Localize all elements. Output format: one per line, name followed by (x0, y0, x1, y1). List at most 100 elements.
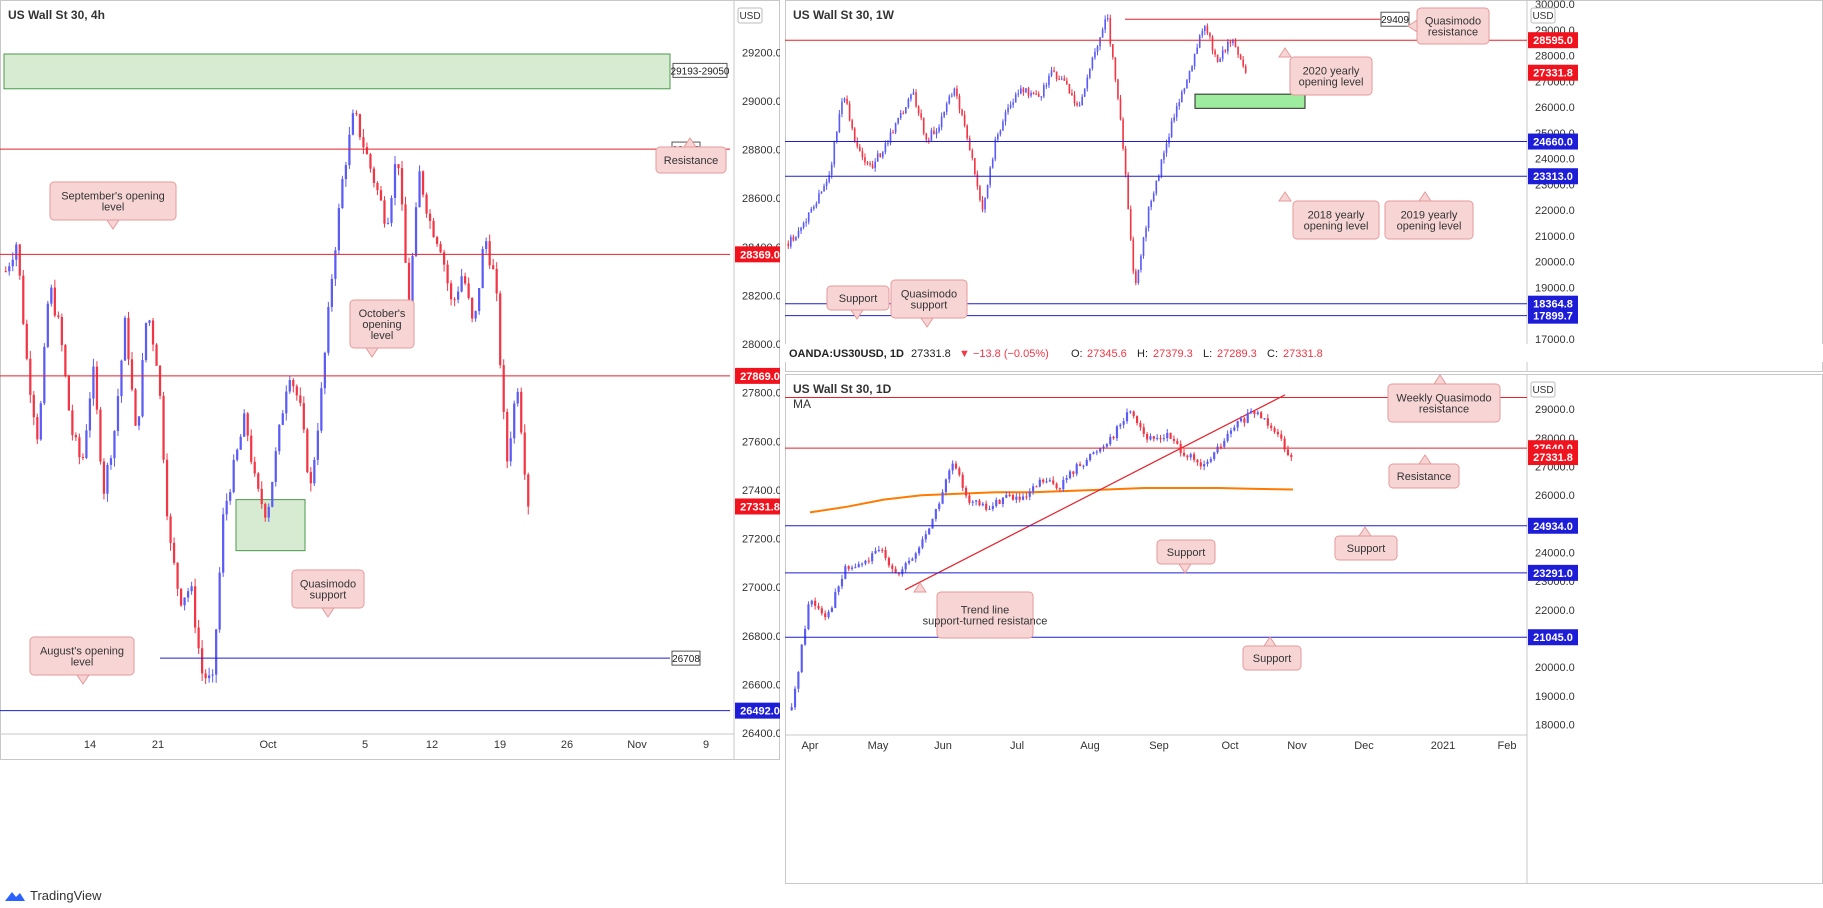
candle-body (1166, 432, 1169, 439)
ma-legend-label: MA (793, 397, 811, 411)
candle-body (1112, 436, 1115, 439)
chart-frame (0, 0, 780, 760)
candle-body (165, 459, 169, 517)
candle-body (18, 244, 21, 276)
candle-body (881, 549, 884, 551)
candle-body (1198, 35, 1201, 48)
candle-body (1178, 102, 1181, 106)
candle-body (892, 132, 894, 134)
ohlc-field: 27345.6 (1087, 348, 1127, 360)
candle-body (887, 143, 889, 145)
y-tick-label: 24000.0 (1535, 154, 1575, 166)
candle-body (1089, 453, 1092, 461)
candle-body (1101, 29, 1104, 38)
candle-body (25, 323, 28, 359)
zone-box (235, 499, 306, 552)
y-tick-label: 22000.0 (1535, 205, 1575, 217)
candle-body (1160, 159, 1163, 177)
candle-body (876, 153, 879, 162)
candle-body (1085, 460, 1088, 466)
callout-label: opening level (1299, 77, 1364, 89)
candle-body (267, 506, 270, 518)
candle-body (1162, 438, 1165, 440)
callout-tail (1278, 191, 1292, 202)
candle-body (915, 92, 917, 107)
candle-body (1135, 271, 1137, 283)
candle-body (1226, 433, 1229, 441)
candle-body (36, 417, 39, 440)
chart-title: US Wall St 30, 4h (8, 8, 105, 22)
candle-body (1219, 58, 1221, 62)
candle-body (204, 673, 207, 679)
price-tag-label: 27331.8 (1533, 452, 1573, 464)
candle-body (889, 132, 892, 144)
candle-body (1263, 418, 1266, 420)
chart-4h-panel[interactable]: 26400.0 26600.0 26800.0 27000.0 27200.0 27400… (0, 0, 780, 760)
candle-body (897, 573, 901, 575)
candle-body (997, 134, 999, 140)
candle-body (800, 644, 803, 672)
candle-body (1137, 269, 1140, 283)
callout-label: opening level (1304, 221, 1369, 233)
candle-body (1234, 39, 1237, 48)
price-tag (1528, 517, 1578, 534)
price-tag (1528, 64, 1578, 81)
candle-body (513, 403, 516, 439)
candle-body (411, 255, 414, 305)
y-tick-label: 27200.0 (742, 534, 780, 546)
zone-box (1194, 93, 1306, 109)
candle-body (243, 413, 246, 437)
candle-body (1149, 436, 1152, 440)
y-tick-label: 28800.0 (742, 145, 780, 157)
candle-body (29, 358, 32, 395)
y-tick-label: 27600.0 (742, 436, 780, 448)
candle-body (85, 430, 88, 458)
y-tick-label: 28000.0 (1535, 51, 1575, 63)
candle-body (8, 266, 11, 272)
candle-body (912, 92, 915, 95)
candle-body (1078, 464, 1082, 466)
candle-body (1007, 107, 1009, 113)
candle-body (1209, 459, 1212, 462)
chart-1d-panel[interactable]: 18000.019000.020000.021000.022000.023000… (785, 374, 1823, 884)
candle-body (397, 164, 400, 169)
chart-1w-panel[interactable]: 17000.018000.019000.020000.021000.022000… (785, 0, 1823, 372)
candle-body (306, 429, 309, 473)
candle-body (158, 365, 162, 396)
candle-body (830, 164, 833, 176)
candle-body (116, 396, 120, 431)
y-tick-label: 30000.0 (1535, 0, 1575, 11)
candle-body (32, 394, 35, 418)
candle-body (57, 315, 60, 317)
annotation-callout: Support (1334, 526, 1398, 561)
tradingview-brand[interactable]: TradingView (4, 888, 102, 903)
candle-body (800, 227, 802, 231)
candle-body (162, 395, 165, 460)
callout-label: Quasimodo (1425, 16, 1481, 28)
y-tick-label: 21000.0 (1535, 231, 1575, 243)
chart-4h[interactable]: 26400.0 26600.0 26800.0 27000.0 27200.0 27400… (0, 0, 780, 760)
y-tick-label: 28000.0 (742, 339, 780, 351)
candle-body (864, 157, 866, 163)
callout-label: Support (839, 293, 878, 305)
callout-label: support (310, 590, 347, 602)
callout-box (1388, 463, 1460, 489)
candle-body (1028, 491, 1031, 497)
price-tag (735, 498, 780, 515)
candle-body (1214, 50, 1216, 55)
candle-body (1250, 411, 1253, 413)
candle-body (984, 197, 986, 210)
candle-body (814, 600, 817, 606)
candle-body (979, 186, 981, 200)
candle-body (797, 671, 800, 689)
chart-1d[interactable]: 18000.019000.020000.021000.022000.023000… (785, 374, 1823, 884)
candle-body (928, 139, 930, 141)
chart-1w[interactable]: 17000.018000.019000.020000.021000.022000… (785, 0, 1823, 372)
candle-body (968, 495, 971, 503)
candle-body (924, 534, 927, 540)
y-tick-label: 29000.0 (742, 96, 780, 108)
candle-body (998, 499, 1001, 505)
candle-body (71, 410, 74, 436)
candle-body (274, 451, 277, 482)
callout-box (29, 636, 135, 676)
